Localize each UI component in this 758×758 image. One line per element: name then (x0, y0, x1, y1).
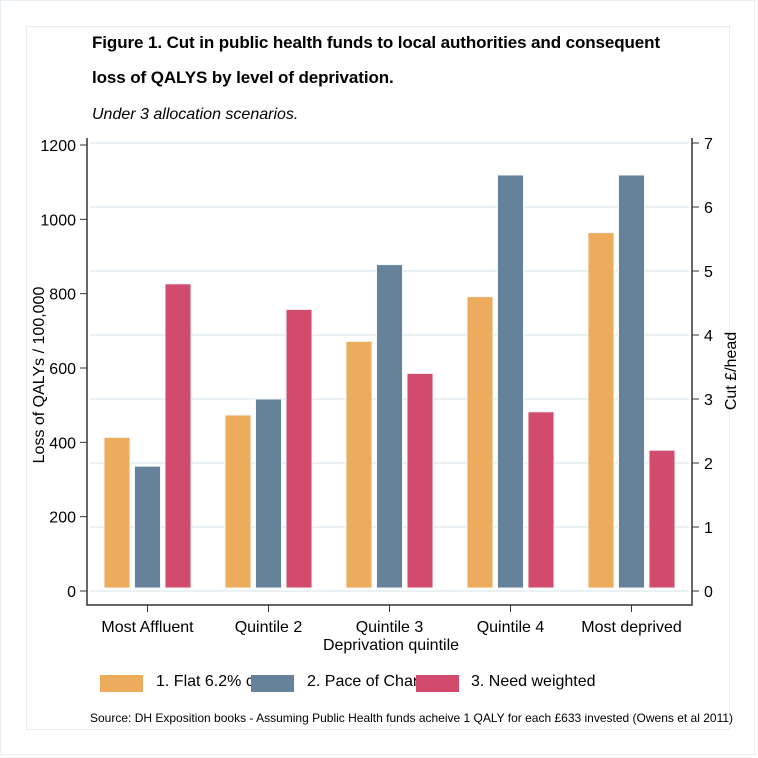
y-axis-title-right: Cut £/head (723, 332, 740, 410)
bar-2-4 (497, 174, 524, 589)
x-tick-label: Most Affluent (101, 619, 194, 636)
bar-1-1 (103, 436, 131, 589)
bar-3-4 (527, 411, 555, 589)
chart-title-line-1: Figure 1. Cut in public health funds to … (92, 33, 661, 52)
bar-3-2 (285, 308, 313, 589)
y-tick-label-right: 4 (704, 328, 713, 345)
x-axis-title: Deprivation quintile (323, 637, 459, 654)
y-tick-label-right: 6 (704, 200, 713, 217)
legend-label-pace-of-change: 2. Pace of Change (307, 673, 440, 690)
plot-region-frame (26, 26, 730, 730)
y-axis-title-left: Loss of QALYs / 100,000 (31, 287, 48, 464)
y-tick-label-left: 400 (49, 435, 76, 452)
x-tick-label: Quintile 4 (477, 619, 545, 636)
bar-3-5 (648, 449, 676, 589)
legend-swatch-need-weighted (416, 675, 459, 692)
y-tick-label-right: 1 (704, 520, 713, 537)
legend: 1. Flat 6.2% cut 2. Pace of Change 3. Ne… (0, 672, 758, 696)
bars (103, 174, 676, 589)
source-note: Source: DH Exposition books - Assuming P… (90, 711, 734, 725)
bar-2-5 (618, 174, 645, 589)
legend-swatch-flat-cut (100, 675, 143, 692)
x-tick-label: Quintile 2 (235, 619, 303, 636)
axes: Most Affluent Quintile 2 Quintile 3 Quintil… (40, 136, 713, 636)
bar-3-3 (406, 372, 434, 589)
legend-label-need-weighted: 3. Need weighted (471, 673, 596, 690)
y-tick-label-right: 3 (704, 392, 713, 409)
y-tick-label-right: 2 (704, 456, 713, 473)
x-tick-label: Quintile 3 (356, 619, 424, 636)
y-tick-label-left: 1200 (40, 138, 76, 155)
bar-2-2 (255, 398, 282, 589)
y-tick-label-left: 0 (67, 584, 76, 601)
bar-2-1 (134, 465, 161, 589)
axis-frame (86, 138, 693, 606)
bar-1-2 (224, 414, 252, 589)
y-tick-label-left: 800 (49, 287, 76, 304)
y-tick-label-left: 1000 (40, 212, 76, 229)
y-tick-label-right: 5 (704, 264, 713, 281)
y-tick-label-left: 600 (49, 361, 76, 378)
legend-swatch-pace-of-change (251, 675, 294, 692)
bar-3-1 (164, 283, 192, 589)
legend-label-flat-cut: 1. Flat 6.2% cut (156, 673, 268, 690)
bar-1-4 (466, 296, 494, 589)
x-tick-label: Most deprived (581, 619, 682, 636)
y-tick-label-right: 7 (704, 136, 713, 153)
y-tick-label-right: 0 (704, 584, 713, 601)
bar-1-5 (587, 232, 615, 589)
bar-1-3 (345, 340, 373, 589)
chart-subtitle: Under 3 allocation scenarios. (92, 106, 299, 123)
bar-2-3 (376, 264, 403, 589)
chart-title-line-2: loss of QALYS by level of deprivation. (92, 68, 394, 87)
y-tick-label-left: 200 (49, 510, 76, 527)
